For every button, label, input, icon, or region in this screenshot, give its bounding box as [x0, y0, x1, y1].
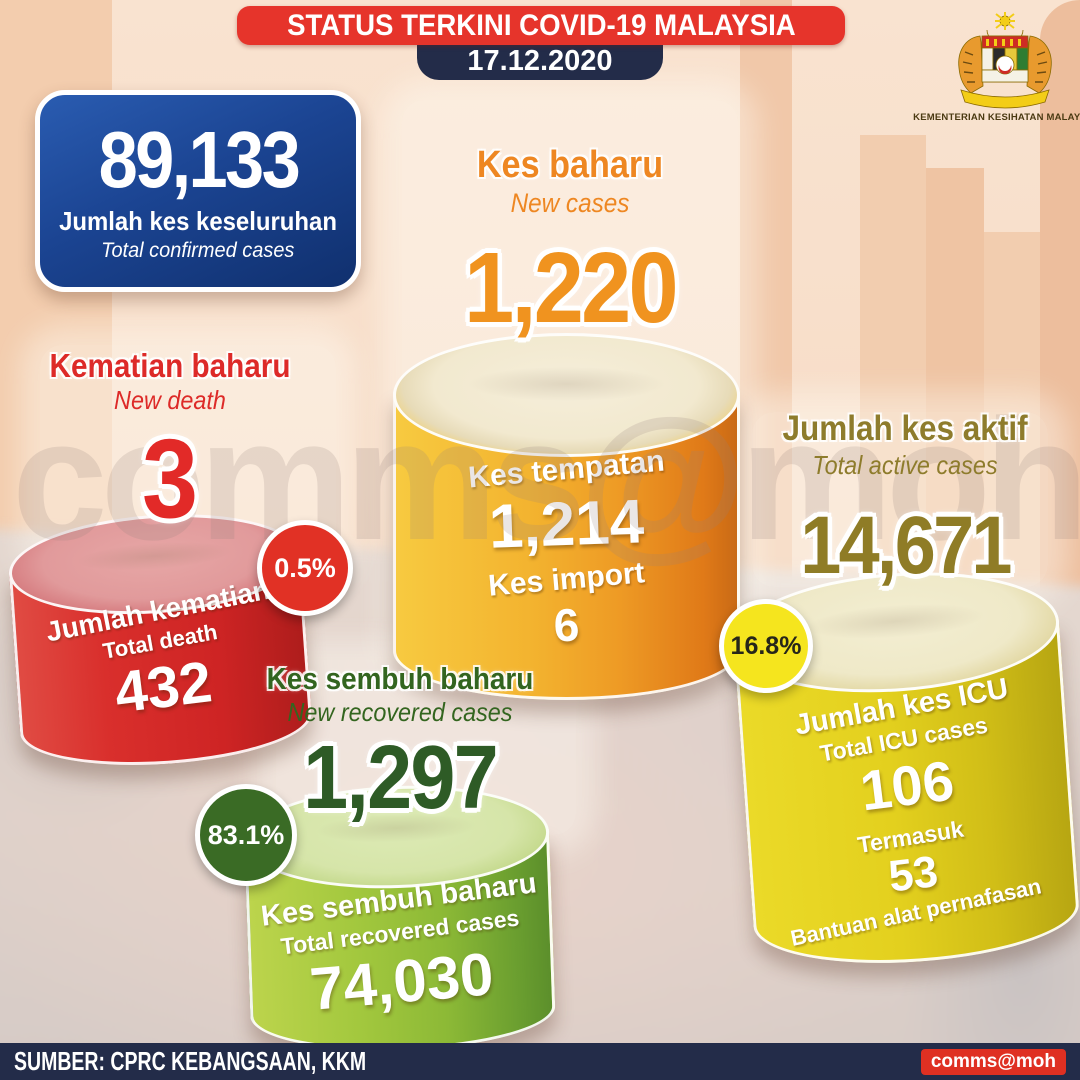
malaysia-coat-of-arms-icon [958, 12, 1052, 109]
icu-cylinder-text: Jumlah kes ICU Total ICU cases 106 Terma… [738, 673, 1080, 951]
active-percent-badge: 16.8% [719, 599, 813, 693]
deaths-label-ms: Kematian baharu [49, 347, 291, 384]
credit-badge: comms@moh [920, 1048, 1066, 1075]
recovered-cylinder-text: Kes sembuh baharu Total recovered cases … [246, 867, 555, 1022]
total-confirmed-label-ms: Jumlah kes keseluruhan [59, 205, 337, 236]
cylinder-dimple [469, 367, 664, 401]
recovered-percent-value: 83.1% [207, 819, 285, 850]
active-value: 14,671 [800, 500, 1012, 592]
deaths-percent-value: 0.5% [274, 552, 336, 583]
total-confirmed-label-en: Total confirmed cases [101, 238, 295, 262]
title-text: STATUS TERKINI COVID-19 MALAYSIA [286, 8, 796, 42]
recovered-label-en: New recovered cases [287, 697, 513, 728]
skyline-curtain [1040, 0, 1080, 690]
recovered-percent-badge: 83.1% [195, 784, 297, 886]
new-cases-label-en: New cases [510, 187, 630, 218]
recovered-value: 1,297 [303, 727, 499, 828]
source-text: SUMBER: CPRC KEBANGSAAN, KKM [14, 1046, 367, 1076]
active-percent-value: 16.8% [730, 631, 802, 660]
date-pill: 17.12.2020 [417, 43, 663, 80]
watermark: comms@moh [12, 384, 1080, 576]
deaths-percent-badge: 0.5% [257, 520, 353, 616]
date-text: 17.12.2020 [467, 45, 613, 77]
active-label-en: Total active cases [812, 449, 998, 480]
recovered-label-ms: Kes sembuh baharu [266, 661, 534, 696]
active-label-ms: Jumlah kes aktif [782, 409, 1028, 448]
deaths-group: Kematian baharu New death 3 [35, 347, 305, 541]
deaths-label-en: New death [114, 385, 226, 416]
cylinder-top [393, 333, 740, 457]
new-cases-label-ms: Kes baharu [476, 144, 664, 186]
panel-active [752, 412, 1048, 587]
footer-bar: SUMBER: CPRC KEBANGSAAN, KKM comms@moh [0, 1043, 1080, 1080]
new-cases-cylinder: Kes tempatan 1,214 Kes import 6 [393, 333, 740, 703]
total-confirmed-card: 89,133 Jumlah kes keseluruhan Total conf… [35, 90, 361, 292]
recovered-group: Kes sembuh baharu New recovered cases 1,… [265, 661, 535, 828]
deaths-value: 3 [141, 415, 199, 541]
total-confirmed-value: 89,133 [98, 114, 300, 204]
ministry-caption: KEMENTERIAN KESIHATAN MALAYSIA [913, 112, 1080, 123]
new-cases-value: 1,220 [464, 232, 678, 345]
active-group: Jumlah kes aktif Total active cases 14,6… [766, 409, 1045, 592]
new-cases-group: Kes baharu New cases 1,220 [417, 144, 723, 345]
title-banner: STATUS TERKINI COVID-19 MALAYSIA [237, 6, 845, 45]
